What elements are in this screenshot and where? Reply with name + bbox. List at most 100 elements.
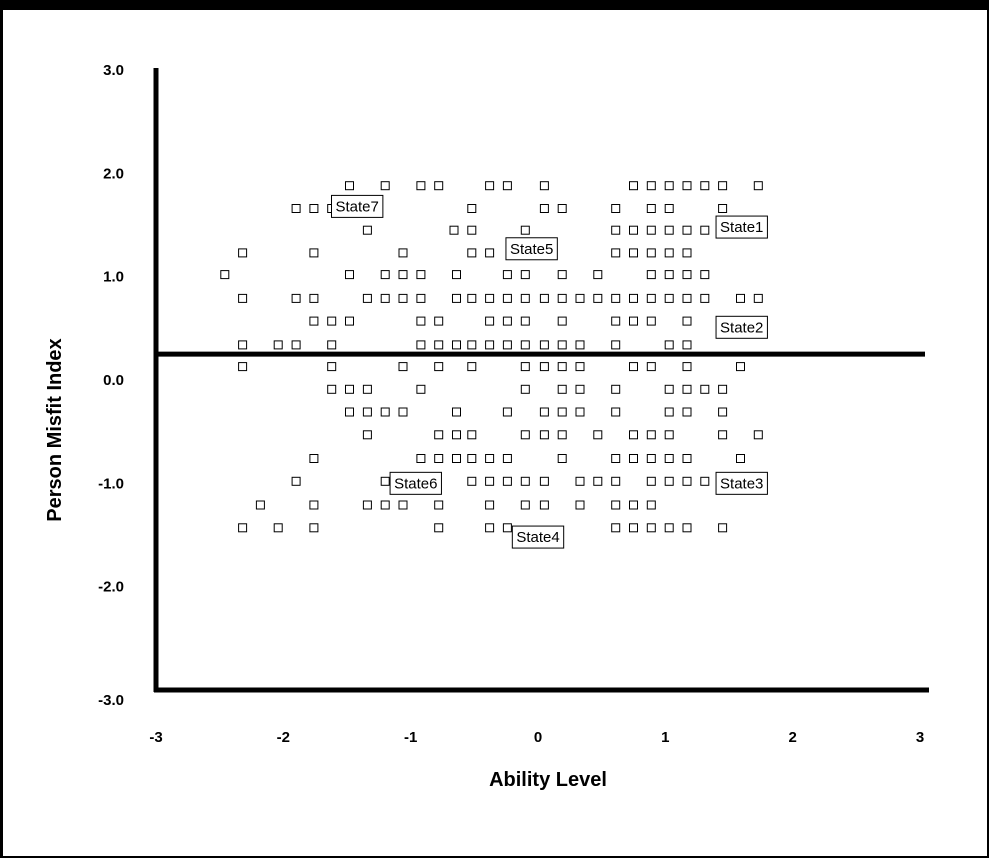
data-point xyxy=(593,476,603,486)
data-point xyxy=(467,248,477,258)
data-point xyxy=(700,225,710,235)
data-point xyxy=(345,181,354,191)
data-point xyxy=(629,225,638,235)
x-tick-label: 0 xyxy=(534,729,542,746)
data-point xyxy=(416,454,426,463)
data-point xyxy=(700,293,710,303)
y-tick-label: 3.0 xyxy=(103,62,124,79)
data-point xyxy=(682,362,692,372)
data-point xyxy=(646,454,656,463)
data-point xyxy=(664,293,674,303)
data-point xyxy=(700,270,710,280)
data-point xyxy=(557,340,567,350)
data-point xyxy=(700,181,710,191)
data-point xyxy=(467,225,477,235)
data-point xyxy=(539,430,549,440)
state-label-frame xyxy=(511,525,565,549)
data-point xyxy=(664,270,674,280)
data-point xyxy=(753,293,763,303)
data-point xyxy=(345,407,354,417)
data-point xyxy=(434,362,444,372)
data-point xyxy=(646,270,656,280)
data-points xyxy=(220,181,763,533)
data-point xyxy=(700,384,710,394)
data-point xyxy=(629,362,638,372)
data-point xyxy=(434,316,444,326)
data-point xyxy=(327,384,337,394)
data-point xyxy=(327,362,337,372)
data-point xyxy=(557,362,567,372)
data-point xyxy=(557,430,567,440)
data-point xyxy=(434,430,444,440)
data-point xyxy=(502,340,512,350)
data-point xyxy=(753,430,763,440)
data-point xyxy=(611,523,621,533)
data-point xyxy=(611,407,621,417)
state-label-box: State1 xyxy=(715,215,768,239)
x-tick-label: -3 xyxy=(149,729,162,746)
data-point xyxy=(362,225,372,235)
data-point xyxy=(629,248,638,258)
data-point xyxy=(362,407,372,417)
data-point xyxy=(485,500,495,510)
data-point xyxy=(291,204,301,213)
data-point xyxy=(502,407,512,417)
data-point xyxy=(629,316,638,326)
data-point xyxy=(362,293,372,303)
data-point xyxy=(539,407,549,417)
x-tick-label: 3 xyxy=(916,729,924,746)
data-point xyxy=(398,500,408,510)
state-label-box: State7 xyxy=(330,194,384,218)
data-point xyxy=(291,293,301,303)
state-label-frame xyxy=(505,237,558,261)
data-point xyxy=(611,476,621,486)
data-point xyxy=(416,181,426,191)
state-label-frame xyxy=(715,315,768,339)
y-tick-label: -3.0 xyxy=(98,692,124,709)
data-point xyxy=(718,181,728,191)
data-point xyxy=(362,384,372,394)
data-point xyxy=(646,500,656,510)
data-point xyxy=(575,407,585,417)
data-point xyxy=(345,270,354,280)
data-point xyxy=(557,204,567,213)
data-point xyxy=(611,225,621,235)
data-point xyxy=(238,362,248,372)
data-point xyxy=(502,293,512,303)
y-tick-label: -2.0 xyxy=(98,579,124,596)
data-point xyxy=(398,248,408,258)
data-point xyxy=(309,500,319,510)
state-label-box: State4 xyxy=(511,525,565,549)
data-point xyxy=(664,225,674,235)
data-point xyxy=(380,270,390,280)
state-label-frame xyxy=(715,215,768,239)
data-point xyxy=(416,316,426,326)
data-point xyxy=(539,204,549,213)
data-point xyxy=(434,454,444,463)
y-tick-label: 0.0 xyxy=(103,372,124,389)
data-point xyxy=(309,204,319,213)
data-point xyxy=(416,293,426,303)
data-point xyxy=(502,523,512,533)
data-point xyxy=(682,476,692,486)
data-point xyxy=(398,407,408,417)
data-point xyxy=(629,500,638,510)
data-point xyxy=(575,476,585,486)
data-point xyxy=(557,384,567,394)
state-label-box: State5 xyxy=(505,237,558,261)
data-point xyxy=(575,384,585,394)
state-label: State4 xyxy=(516,529,559,546)
data-point xyxy=(434,500,444,510)
state-label: State7 xyxy=(335,198,378,215)
data-point xyxy=(255,500,265,510)
data-point xyxy=(646,293,656,303)
data-point xyxy=(520,500,530,510)
x-tick-label: -2 xyxy=(277,729,290,746)
data-point xyxy=(380,476,390,486)
data-point xyxy=(736,362,745,372)
y-axis-title: Person Misfit Index xyxy=(44,338,66,521)
x-axis-title: Ability Level xyxy=(489,769,607,791)
data-point xyxy=(380,407,390,417)
